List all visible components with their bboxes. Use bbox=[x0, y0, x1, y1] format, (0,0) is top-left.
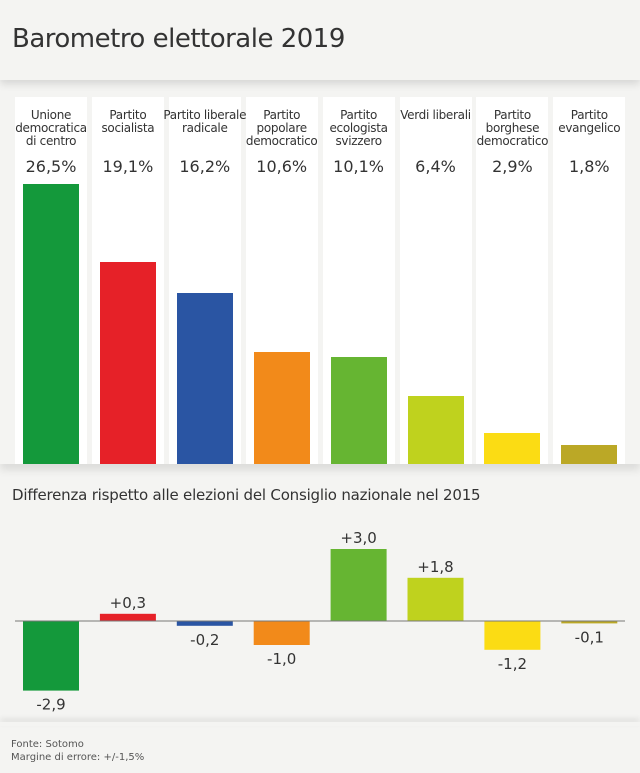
difference-bar bbox=[176, 621, 233, 626]
party-column: Verdi liberali 6,4% bbox=[399, 97, 472, 464]
party-column: Partito evangelico 1,8% bbox=[553, 97, 626, 464]
party-name: Unione democratica di centro bbox=[15, 108, 87, 148]
divider bbox=[0, 722, 640, 726]
difference-bar bbox=[407, 577, 464, 621]
party-name: Partito borghese democratico bbox=[476, 108, 549, 148]
bar bbox=[253, 352, 310, 464]
difference-chart-title: Differenza rispetto alle elezioni del Co… bbox=[12, 486, 481, 504]
page-title: Barometro elettorale 2019 bbox=[12, 24, 345, 54]
party-column: Partito liberale radicale 16,2% bbox=[163, 97, 246, 464]
difference-label: -1,0 bbox=[267, 650, 296, 668]
difference-bar bbox=[484, 621, 541, 650]
header: Barometro elettorale 2019 bbox=[0, 0, 640, 80]
party-column: Partito borghese democratico 2,9% bbox=[476, 97, 548, 464]
difference-label: -1,2 bbox=[498, 655, 527, 673]
difference-label: +3,0 bbox=[340, 529, 376, 547]
party-name: Verdi liberali bbox=[400, 108, 471, 122]
party-column: Unione democratica di centro 26,5% bbox=[15, 97, 87, 464]
difference-bar bbox=[99, 613, 156, 621]
party-name: Partito evangelico bbox=[558, 108, 621, 135]
bar bbox=[561, 444, 618, 464]
data-label: 26,5% bbox=[25, 157, 77, 176]
data-label: 10,6% bbox=[256, 157, 308, 176]
difference-chart: -2,9 +0,3 -0,2 -1,0 +3,0 +1,8 -1,2 -0,1 bbox=[15, 529, 625, 714]
data-label: 2,9% bbox=[492, 157, 533, 176]
party-column: Partito ecologista svizzero 10,1% bbox=[322, 97, 395, 464]
party-name: Partito ecologista svizzero bbox=[329, 108, 388, 148]
footer: Fonte: Sotomo Margine di errore: +/-1,5% bbox=[11, 738, 144, 764]
data-label: 1,8% bbox=[568, 157, 610, 176]
difference-label: +0,3 bbox=[110, 594, 146, 612]
data-label: 16,2% bbox=[179, 157, 231, 176]
bar bbox=[330, 357, 387, 464]
data-label: 6,4% bbox=[415, 157, 456, 176]
data-label: 10,1% bbox=[333, 157, 384, 176]
party-column: Partito popolare democratico 10,6% bbox=[245, 97, 318, 464]
difference-bar bbox=[561, 621, 618, 624]
bar bbox=[484, 433, 541, 464]
difference-label: +1,8 bbox=[417, 558, 453, 576]
difference-bar bbox=[330, 549, 387, 621]
party-name: Partito liberale radicale bbox=[163, 108, 247, 135]
bar bbox=[23, 184, 79, 464]
data-label: 19,1% bbox=[102, 157, 154, 176]
difference-bar bbox=[253, 621, 310, 645]
poll-chart: Unione democratica di centro 26,5% Partito… bbox=[0, 82, 640, 464]
difference-bar bbox=[23, 621, 79, 691]
difference-label: -2,9 bbox=[36, 696, 65, 714]
party-name: Partito popolare democratico bbox=[245, 108, 318, 148]
party-column: Partito socialista 19,1% bbox=[91, 97, 164, 464]
party-name: Partito socialista bbox=[101, 108, 155, 135]
source-note: Fonte: Sotomo bbox=[11, 739, 84, 750]
difference-label: -0,2 bbox=[190, 631, 219, 649]
bar bbox=[99, 262, 156, 464]
bar bbox=[407, 396, 464, 464]
difference-label: -0,1 bbox=[575, 628, 604, 646]
error-margin-note: Margine di errore: +/-1,5% bbox=[11, 752, 145, 763]
bar bbox=[176, 292, 233, 464]
